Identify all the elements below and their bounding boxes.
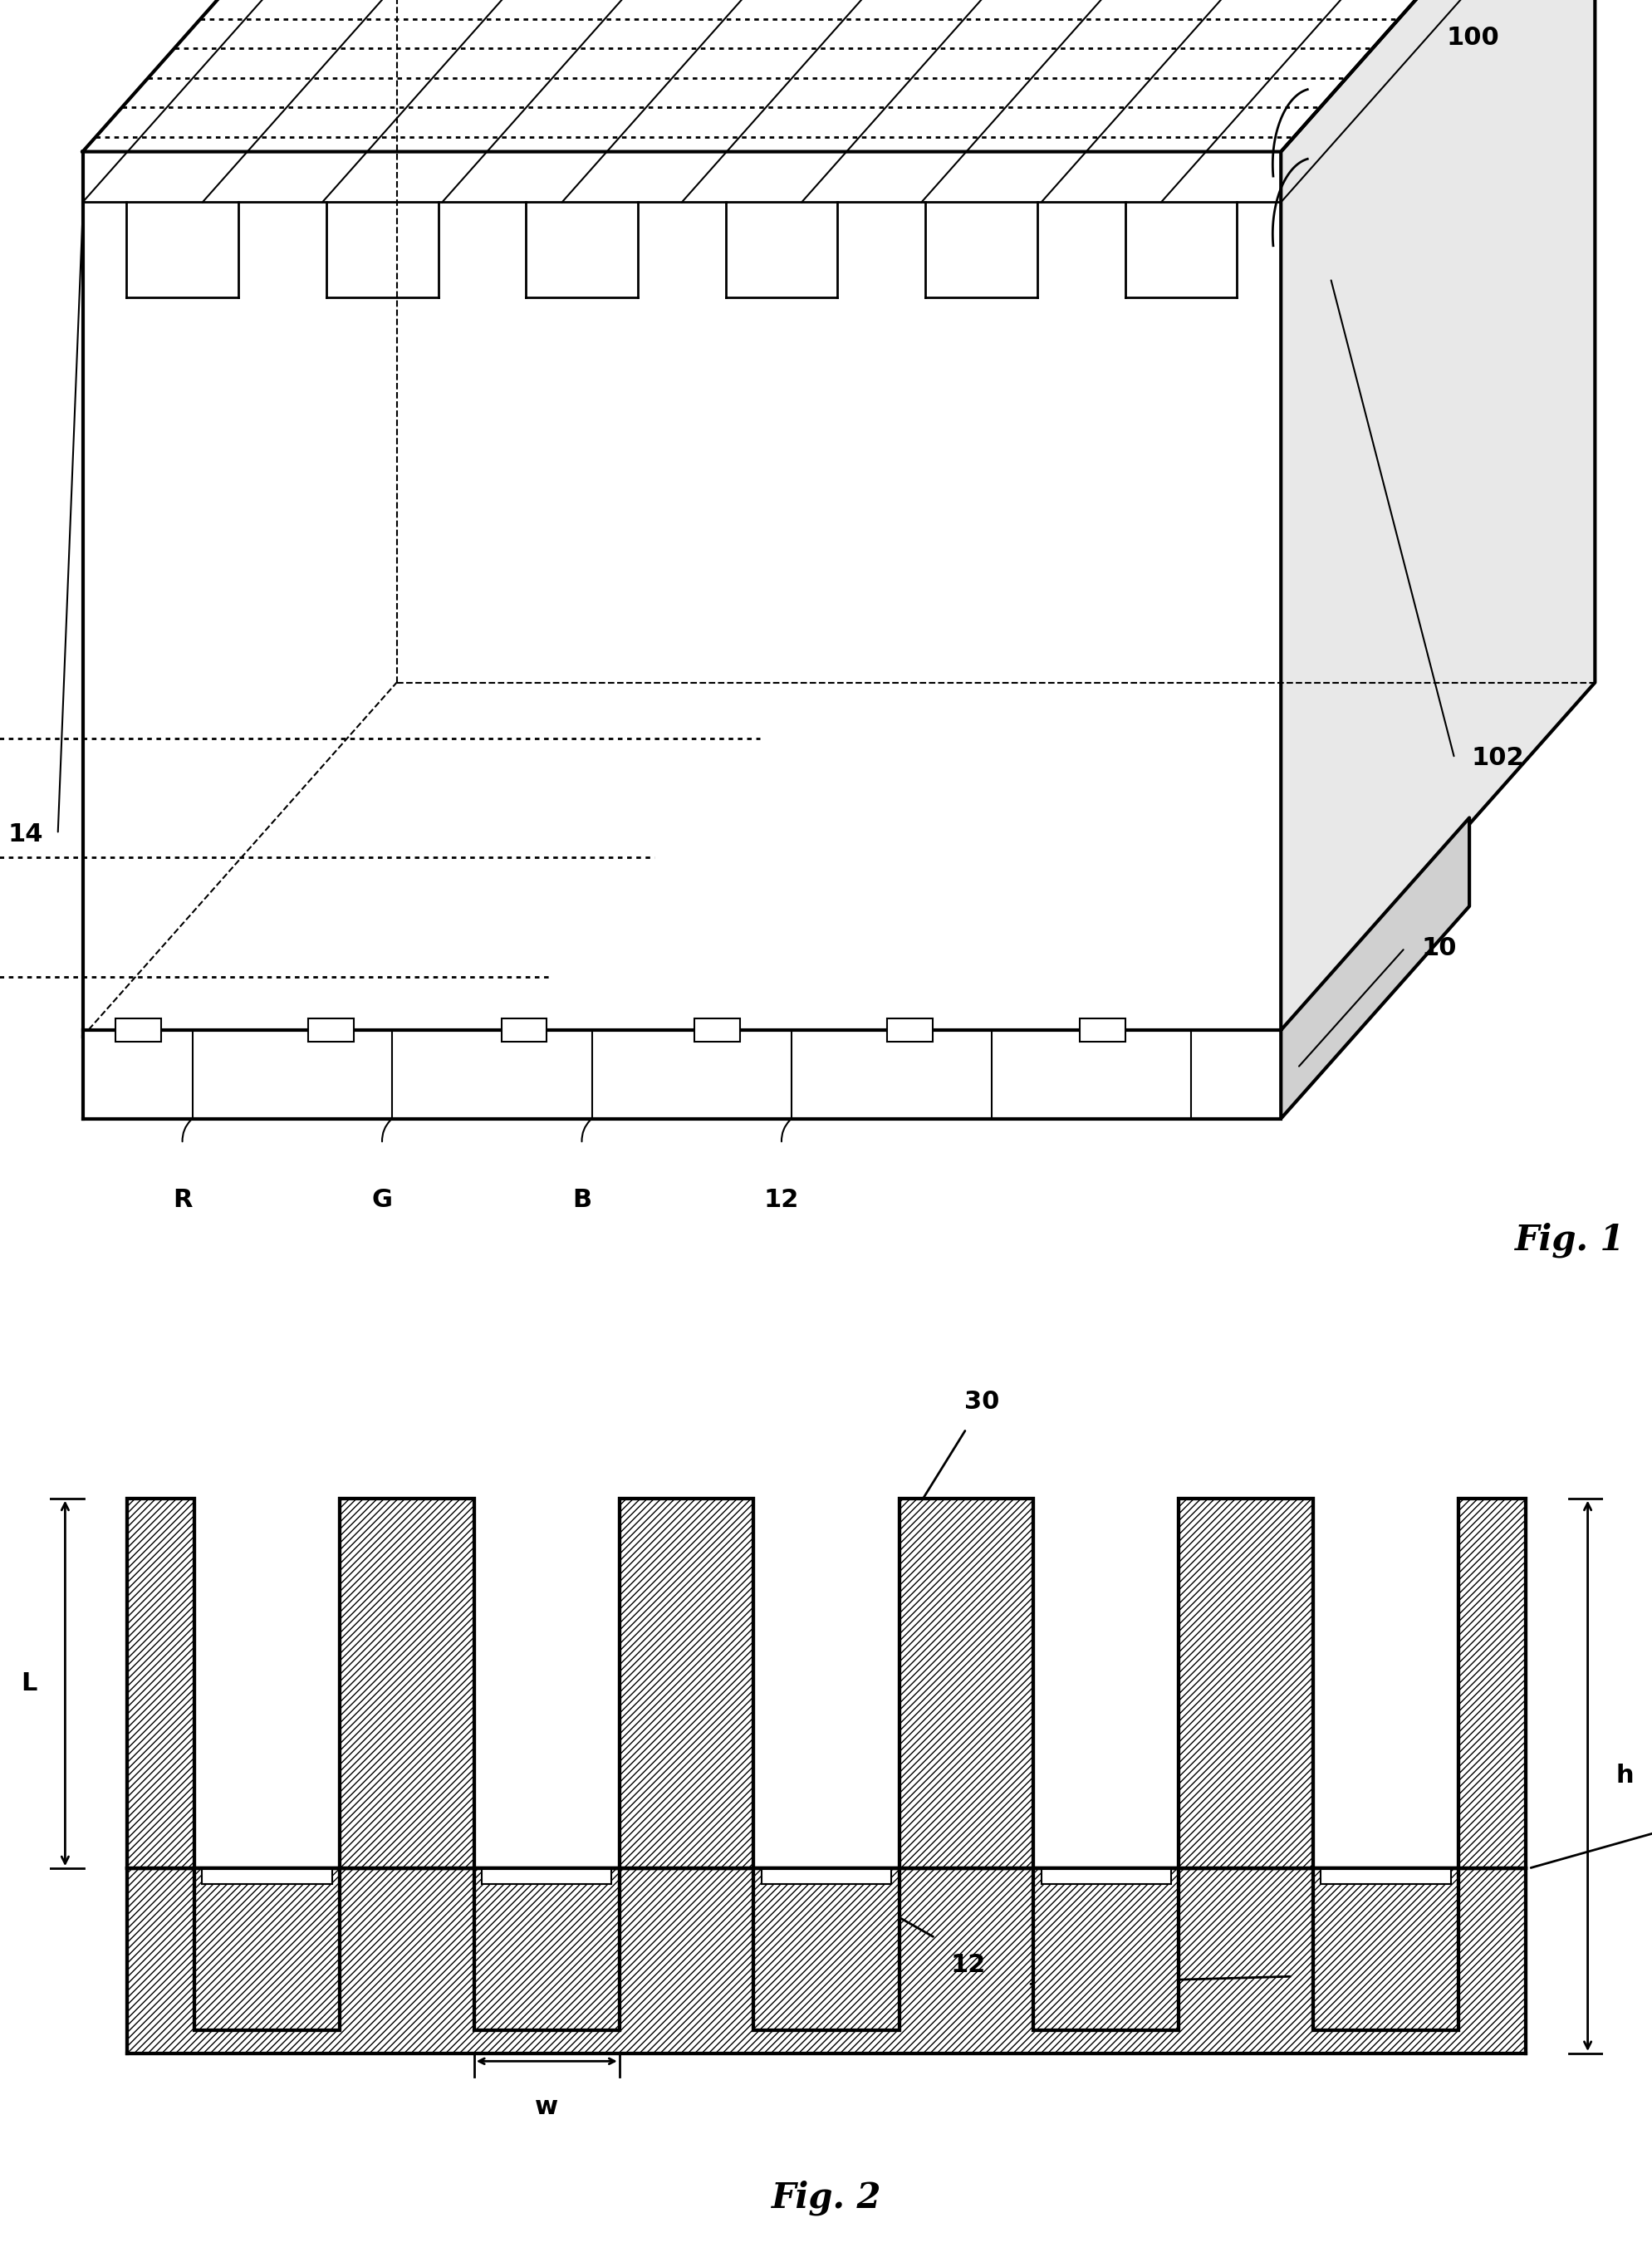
Text: 12: 12 bbox=[950, 1952, 985, 1977]
Text: L: L bbox=[21, 1670, 36, 1695]
Text: 30: 30 bbox=[963, 1390, 999, 1413]
Bar bbox=[762, 1869, 890, 1885]
Bar bbox=[482, 1869, 611, 1885]
Polygon shape bbox=[127, 1869, 1525, 2054]
Text: 102: 102 bbox=[1470, 747, 1523, 770]
Bar bbox=[1320, 1869, 1450, 1885]
Text: w: w bbox=[535, 2094, 558, 2119]
Bar bbox=[1041, 1869, 1170, 1885]
Bar bbox=[202, 1869, 332, 1885]
Text: 12: 12 bbox=[763, 1187, 800, 1212]
Bar bbox=[887, 1018, 932, 1040]
Text: 14: 14 bbox=[8, 822, 43, 846]
Bar bbox=[309, 1018, 354, 1040]
Text: Fig. 2: Fig. 2 bbox=[771, 2180, 881, 2216]
Bar bbox=[116, 1018, 162, 1040]
Polygon shape bbox=[127, 1869, 1525, 2054]
Text: G: G bbox=[372, 1187, 393, 1212]
Text: Fig. 1: Fig. 1 bbox=[1515, 1223, 1624, 1257]
Text: 100: 100 bbox=[1446, 25, 1498, 50]
Polygon shape bbox=[83, 0, 1594, 151]
Text: 10: 10 bbox=[1044, 2000, 1079, 2025]
Text: B: B bbox=[572, 1187, 591, 1212]
Bar bbox=[694, 1018, 738, 1040]
Bar bbox=[1079, 1018, 1125, 1040]
Text: h: h bbox=[1616, 1763, 1632, 1788]
Polygon shape bbox=[83, 1029, 1280, 1119]
Text: 10: 10 bbox=[1421, 937, 1455, 959]
Polygon shape bbox=[127, 1499, 1525, 2031]
Polygon shape bbox=[127, 1499, 1525, 2031]
Polygon shape bbox=[1280, 817, 1469, 1119]
Bar bbox=[501, 1018, 547, 1040]
Polygon shape bbox=[1280, 0, 1594, 1036]
Text: R: R bbox=[173, 1187, 192, 1212]
